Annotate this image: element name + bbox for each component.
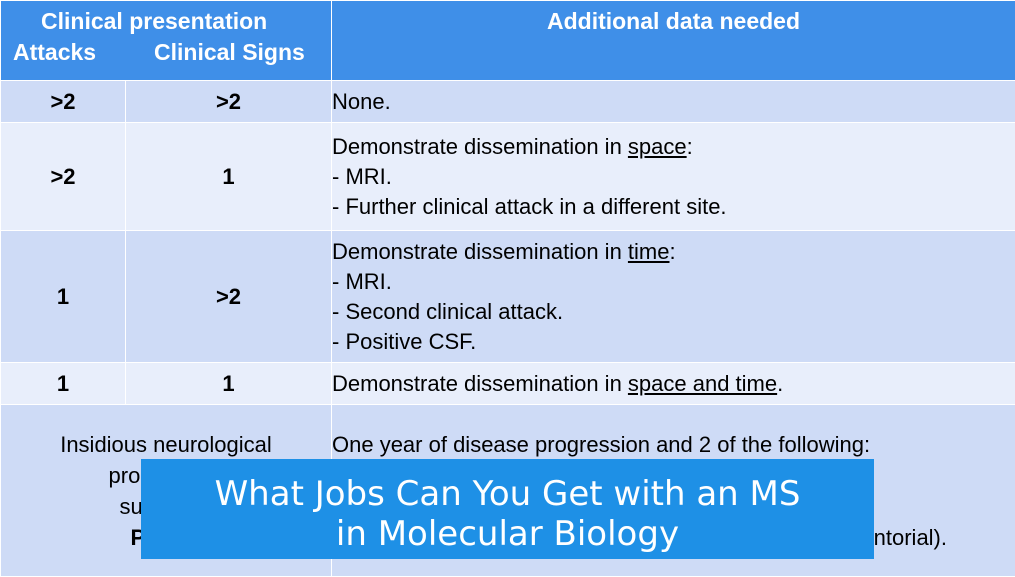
title-banner: What Jobs Can You Get with an MS in Mole… [141,459,874,559]
additional-data-header: Additional data needed [332,1,1015,81]
cell-line: - MRI. [332,162,1015,192]
cell-line: - Positive CSF. [332,327,1015,357]
cell-line: - MRI. [332,267,1015,297]
attacks-cell: 1 [1,363,126,405]
signs-cell: 1 [126,363,332,405]
table-row: >2 >2 None. [1,81,1015,123]
emphasis: space [628,134,687,159]
clinical-presentation-header: Clinical presentation Attacks Clinical S… [1,1,332,81]
header-row: Clinical presentation Attacks Clinical S… [1,1,1015,81]
cell-line: Insidious neurological [1,429,331,460]
attacks-header: Attacks [13,39,96,66]
table-row: 1 >2 Demonstrate dissemination in time: … [1,231,1015,363]
additional-cell: Demonstrate dissemination in space and t… [332,363,1015,405]
cell-line: One year of disease progression and 2 of… [332,429,1015,460]
signs-cell: >2 [126,81,332,123]
attacks-cell: >2 [1,81,126,123]
attacks-cell: >2 [1,123,126,231]
signs-cell: >2 [126,231,332,363]
banner-line-1: What Jobs Can You Get with an MS [141,474,874,514]
table-row: 1 1 Demonstrate dissemination in space a… [1,363,1015,405]
cell-line: Demonstrate dissemination in space and t… [332,369,1015,399]
attacks-cell: 1 [1,231,126,363]
signs-cell: 1 [126,123,332,231]
clinical-signs-header: Clinical Signs [154,39,305,66]
table-row: >2 1 Demonstrate dissemination in space:… [1,123,1015,231]
additional-cell: None. [332,81,1015,123]
cell-line: Demonstrate dissemination in space: [332,132,1015,162]
emphasis: space and time [628,371,777,396]
cell-line: - Further clinical attack in a different… [332,192,1015,222]
additional-cell: Demonstrate dissemination in space: - MR… [332,123,1015,231]
group-header: Clinical presentation [41,8,267,35]
cell-line: Demonstrate dissemination in time: [332,237,1015,267]
cell-line: - Second clinical attack. [332,297,1015,327]
additional-cell: Demonstrate dissemination in time: - MRI… [332,231,1015,363]
cell-line: None. [332,87,1015,117]
emphasis: time [628,239,670,264]
banner-line-2: in Molecular Biology [141,514,874,554]
